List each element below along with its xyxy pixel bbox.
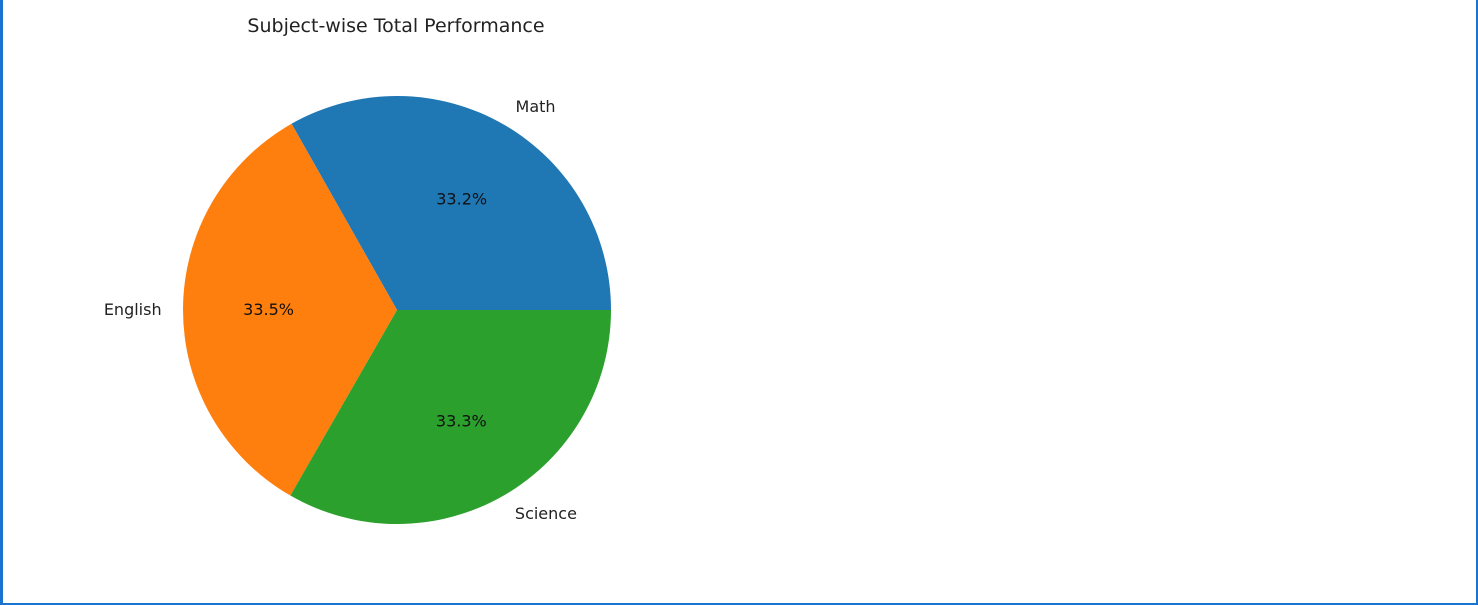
pie-slice-science <box>290 310 611 524</box>
percent-label-science: 33.3% <box>436 412 487 431</box>
pie-labels: Math 33.2% English 33.5% Science 33.3% <box>104 97 577 523</box>
category-label-math: Math <box>516 97 556 116</box>
percent-label-math: 33.2% <box>436 190 487 209</box>
chart-title: Subject-wise Total Performance <box>247 15 544 37</box>
percent-label-english: 33.5% <box>243 300 294 319</box>
category-label-science: Science <box>515 504 577 523</box>
pie-slice-english <box>183 123 397 496</box>
category-label-english: English <box>104 300 162 319</box>
pie-slices <box>183 95 611 524</box>
pie-slice-math <box>291 95 611 310</box>
pie-chart: Subject-wise Total Performance Math 33.2%… <box>104 15 611 524</box>
